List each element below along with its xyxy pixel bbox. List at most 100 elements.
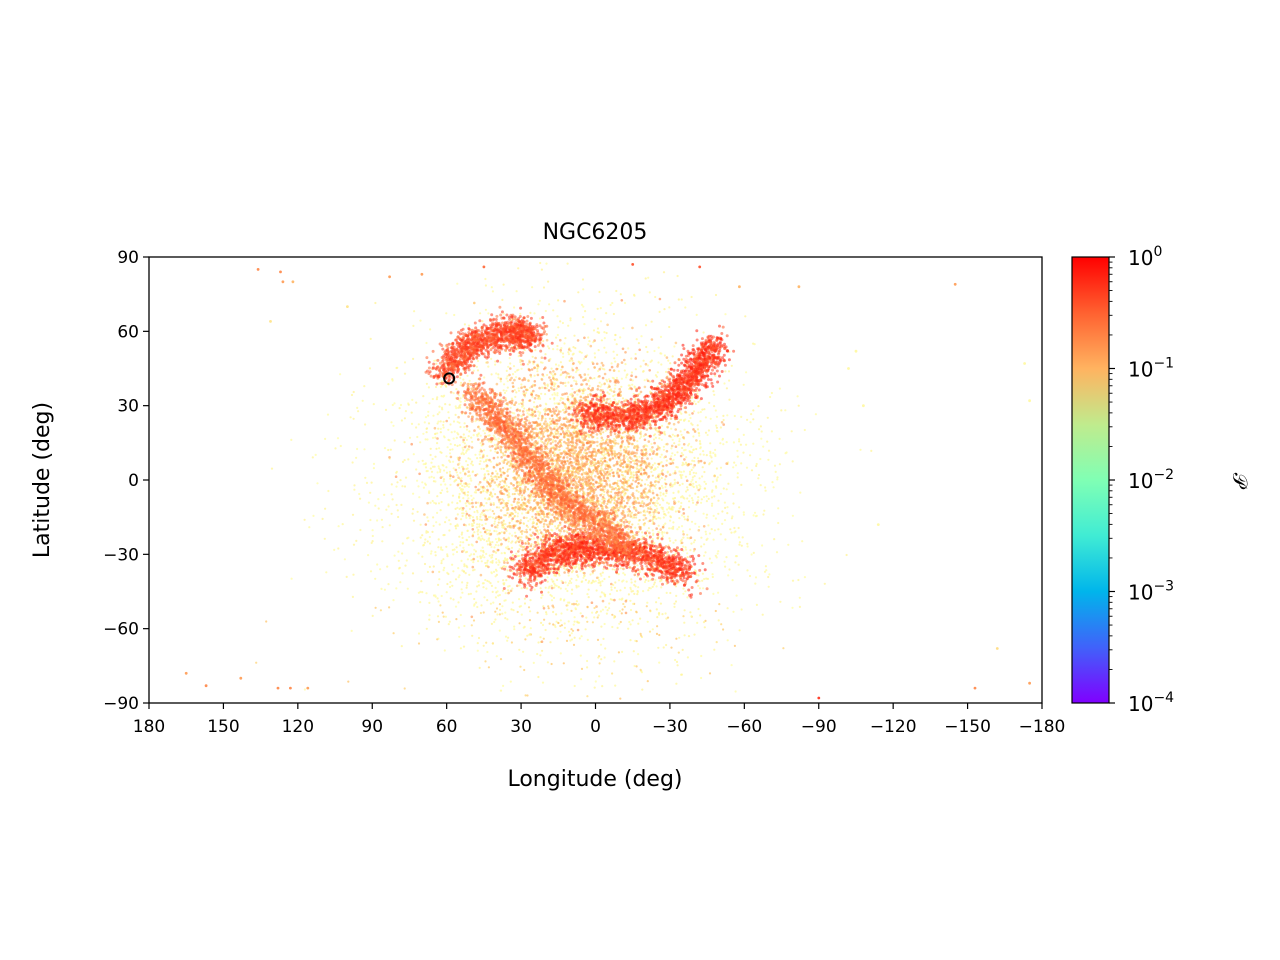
scatter-point	[444, 403, 447, 406]
scatter-point	[661, 424, 664, 427]
scatter-point	[471, 440, 474, 443]
scatter-point	[581, 461, 584, 464]
scatter-point	[655, 517, 658, 520]
scatter-point	[726, 414, 729, 417]
scatter-point	[636, 564, 639, 567]
scatter-point	[566, 604, 569, 607]
scatter-point	[692, 410, 696, 413]
scatter-point	[694, 522, 697, 525]
scatter-point	[635, 466, 638, 469]
scatter-point	[714, 448, 717, 451]
scatter-point	[574, 347, 577, 350]
scatter-point	[658, 310, 661, 313]
scatter-point	[516, 503, 519, 506]
scatter-point	[494, 618, 497, 621]
scatter-point	[442, 480, 445, 483]
scatter-point	[681, 461, 684, 464]
scatter-point	[519, 605, 523, 608]
scatter-point	[683, 449, 686, 452]
scatter-point	[660, 363, 663, 366]
scatter-point	[412, 539, 415, 542]
scatter-point	[725, 488, 728, 491]
scatter-point	[597, 656, 600, 659]
scatter-point	[784, 409, 787, 412]
scatter-point	[358, 492, 361, 496]
scatter-point	[392, 424, 395, 427]
scatter-point	[516, 555, 519, 558]
scatter-point	[533, 312, 536, 315]
scatter-point	[520, 613, 523, 616]
scatter-point	[742, 511, 745, 514]
scatter-point	[532, 518, 535, 521]
scatter-point	[661, 531, 664, 534]
scatter-point	[655, 505, 658, 508]
scatter-point	[456, 502, 459, 505]
scatter-point	[689, 451, 692, 454]
scatter-point	[631, 523, 634, 526]
scatter-point	[476, 433, 479, 436]
scatter-point	[463, 422, 466, 425]
scatter-point	[460, 559, 463, 563]
scatter-point	[475, 601, 478, 604]
scatter-point	[458, 444, 461, 447]
scatter-point	[613, 357, 616, 360]
scatter-point	[452, 420, 456, 423]
scatter-point	[632, 392, 635, 396]
scatter-point	[613, 387, 617, 390]
scatter-point	[691, 478, 694, 481]
scatter-point	[766, 440, 769, 443]
scatter-point	[439, 427, 442, 430]
scatter-point	[672, 491, 675, 494]
scatter-point	[766, 416, 769, 419]
scatter-point	[627, 479, 631, 482]
scatter-point	[678, 636, 681, 639]
scatter-point	[442, 478, 446, 481]
scatter-point	[659, 517, 662, 520]
scatter-point	[454, 605, 458, 608]
scatter-point	[438, 447, 441, 450]
scatter-point	[597, 614, 600, 617]
scatter-point	[727, 574, 730, 577]
scatter-point	[467, 497, 470, 500]
scatter-point	[600, 467, 603, 470]
scatter-point	[752, 514, 755, 517]
scatter-point	[614, 333, 617, 337]
scatter-point	[531, 395, 534, 398]
scatter-point	[767, 585, 770, 588]
scatter-point	[498, 500, 501, 503]
scatter-point	[613, 437, 616, 441]
scatter-point	[712, 538, 715, 541]
scatter-point	[567, 324, 570, 327]
scatter-point	[762, 513, 765, 516]
scatter-point	[726, 511, 729, 515]
scatter-point	[383, 447, 387, 450]
scatter-point	[731, 579, 734, 582]
scatter-point	[488, 554, 491, 557]
scatter-point	[422, 432, 425, 435]
scatter-point	[791, 579, 795, 582]
scatter-point	[577, 436, 580, 439]
scatter-point	[649, 587, 652, 590]
scatter-point	[669, 591, 672, 595]
scatter-point	[599, 643, 603, 646]
scatter-point	[776, 476, 779, 479]
scatter-point	[736, 476, 739, 479]
scatter-point	[586, 393, 590, 396]
scatter-point	[431, 436, 435, 439]
scatter-point	[671, 508, 674, 511]
scatter-point	[472, 497, 475, 500]
scatter-point	[590, 499, 593, 502]
scatter-point	[507, 589, 510, 592]
scatter-point	[352, 417, 355, 420]
scatter-point	[576, 393, 579, 396]
scatter-point	[651, 474, 654, 477]
scatter-point	[668, 506, 671, 509]
scatter-point	[614, 384, 617, 387]
scatter-point	[603, 622, 606, 626]
scatter-point	[705, 516, 708, 519]
scatter-point	[363, 448, 366, 451]
scatter-point	[610, 490, 613, 493]
scatter-point	[490, 441, 493, 444]
scatter-point	[598, 290, 601, 294]
scatter-point	[379, 609, 382, 612]
